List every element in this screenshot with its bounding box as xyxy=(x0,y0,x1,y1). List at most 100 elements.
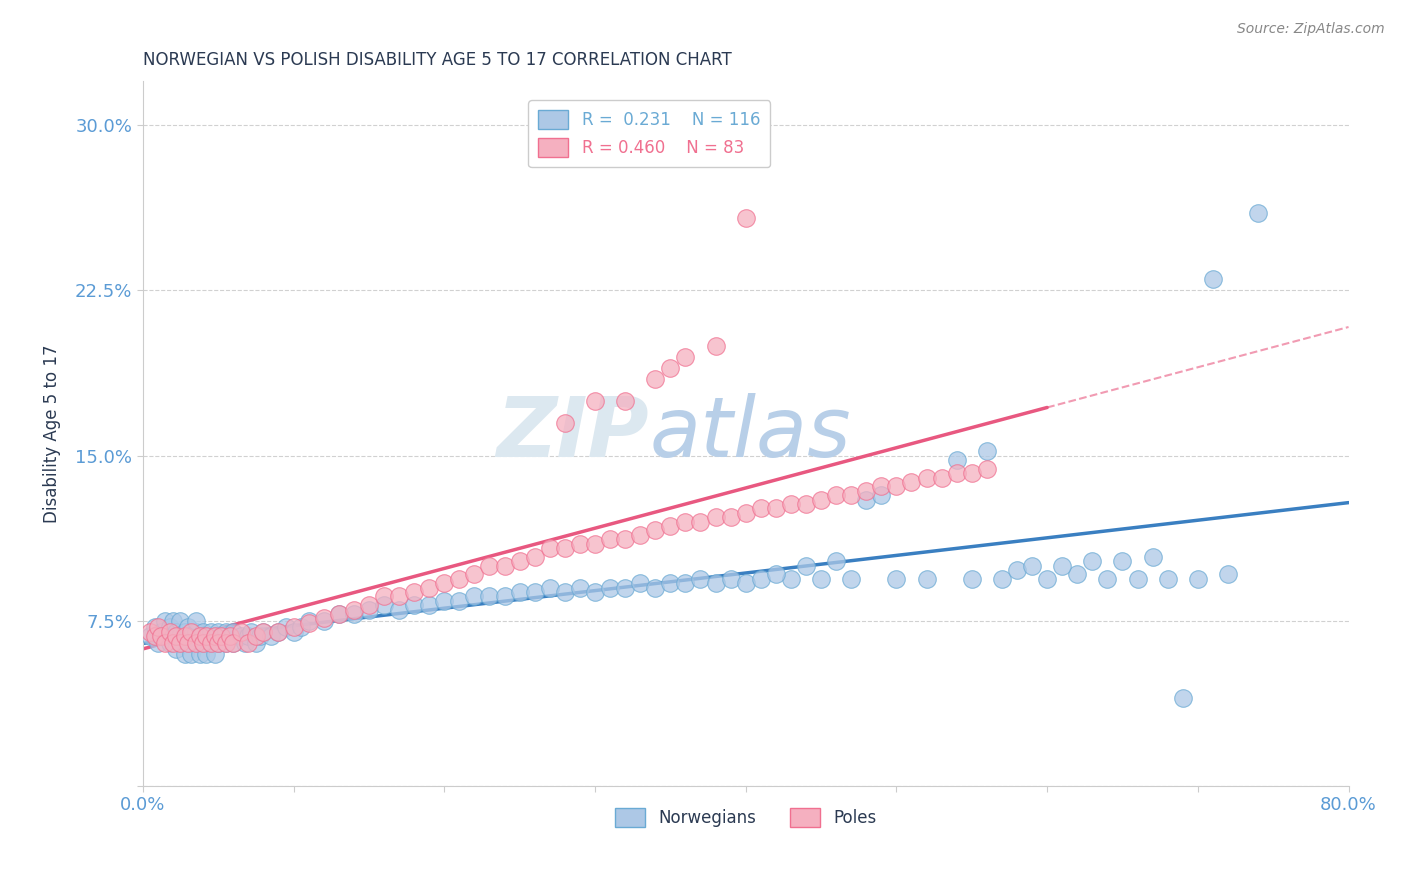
Point xyxy=(463,567,485,582)
Point xyxy=(659,576,682,591)
Point xyxy=(343,602,366,616)
Point xyxy=(433,576,456,591)
Point xyxy=(162,614,184,628)
Point xyxy=(238,629,260,643)
Point xyxy=(260,629,283,643)
Text: Source: ZipAtlas.com: Source: ZipAtlas.com xyxy=(1237,22,1385,37)
Point xyxy=(191,636,214,650)
Point xyxy=(184,636,207,650)
Point xyxy=(180,624,202,639)
Point xyxy=(583,585,606,599)
Point xyxy=(238,636,260,650)
Point xyxy=(233,636,256,650)
Point xyxy=(169,636,191,650)
Point xyxy=(215,636,238,650)
Point xyxy=(204,629,226,643)
Point xyxy=(614,533,637,547)
Point xyxy=(229,624,252,639)
Point xyxy=(825,488,848,502)
Point xyxy=(494,558,516,573)
Point xyxy=(219,629,242,643)
Point xyxy=(174,647,197,661)
Point xyxy=(765,501,787,516)
Point xyxy=(704,338,727,352)
Point xyxy=(1066,567,1088,582)
Point xyxy=(825,554,848,568)
Point xyxy=(195,647,218,661)
Point xyxy=(734,506,756,520)
Point xyxy=(177,629,200,643)
Point xyxy=(222,636,245,650)
Point xyxy=(357,599,380,613)
Point xyxy=(870,488,893,502)
Point xyxy=(139,629,162,643)
Point xyxy=(1247,206,1270,220)
Point xyxy=(388,602,411,616)
Point xyxy=(810,492,832,507)
Point xyxy=(209,629,232,643)
Point xyxy=(162,636,184,650)
Point xyxy=(149,629,172,643)
Point xyxy=(945,466,967,480)
Point xyxy=(312,614,335,628)
Point xyxy=(200,636,222,650)
Point xyxy=(644,371,666,385)
Point xyxy=(599,581,621,595)
Point xyxy=(628,576,651,591)
Point xyxy=(720,510,742,524)
Point xyxy=(252,624,274,639)
Point xyxy=(1157,572,1180,586)
Point xyxy=(267,624,290,639)
Point xyxy=(780,497,803,511)
Point xyxy=(568,581,591,595)
Point xyxy=(215,636,238,650)
Point xyxy=(290,620,312,634)
Point xyxy=(146,620,169,634)
Point xyxy=(146,636,169,650)
Point xyxy=(165,629,187,643)
Point xyxy=(143,620,166,634)
Point xyxy=(900,475,922,489)
Point xyxy=(734,211,756,225)
Point xyxy=(159,636,181,650)
Point xyxy=(509,585,531,599)
Point xyxy=(343,607,366,621)
Point xyxy=(169,636,191,650)
Point xyxy=(538,541,561,555)
Point xyxy=(960,466,983,480)
Point xyxy=(177,636,200,650)
Point xyxy=(174,629,197,643)
Point xyxy=(184,636,207,650)
Point xyxy=(855,483,877,498)
Point xyxy=(780,572,803,586)
Point xyxy=(960,572,983,586)
Point xyxy=(204,629,226,643)
Point xyxy=(839,488,862,502)
Point xyxy=(207,636,229,650)
Point xyxy=(538,581,561,595)
Point xyxy=(404,585,426,599)
Point xyxy=(794,497,817,511)
Point xyxy=(1126,572,1149,586)
Point xyxy=(388,590,411,604)
Point xyxy=(159,620,181,634)
Point xyxy=(195,629,218,643)
Point xyxy=(689,515,711,529)
Point xyxy=(478,590,501,604)
Point xyxy=(200,624,222,639)
Point xyxy=(162,629,184,643)
Point xyxy=(312,611,335,625)
Point xyxy=(155,636,177,650)
Point xyxy=(523,549,546,564)
Point xyxy=(207,624,229,639)
Point xyxy=(204,647,226,661)
Point xyxy=(554,416,576,430)
Point xyxy=(165,642,187,657)
Point xyxy=(252,624,274,639)
Point xyxy=(704,510,727,524)
Point xyxy=(418,599,440,613)
Point xyxy=(174,624,197,639)
Point xyxy=(249,629,271,643)
Point xyxy=(915,470,938,484)
Point xyxy=(177,620,200,634)
